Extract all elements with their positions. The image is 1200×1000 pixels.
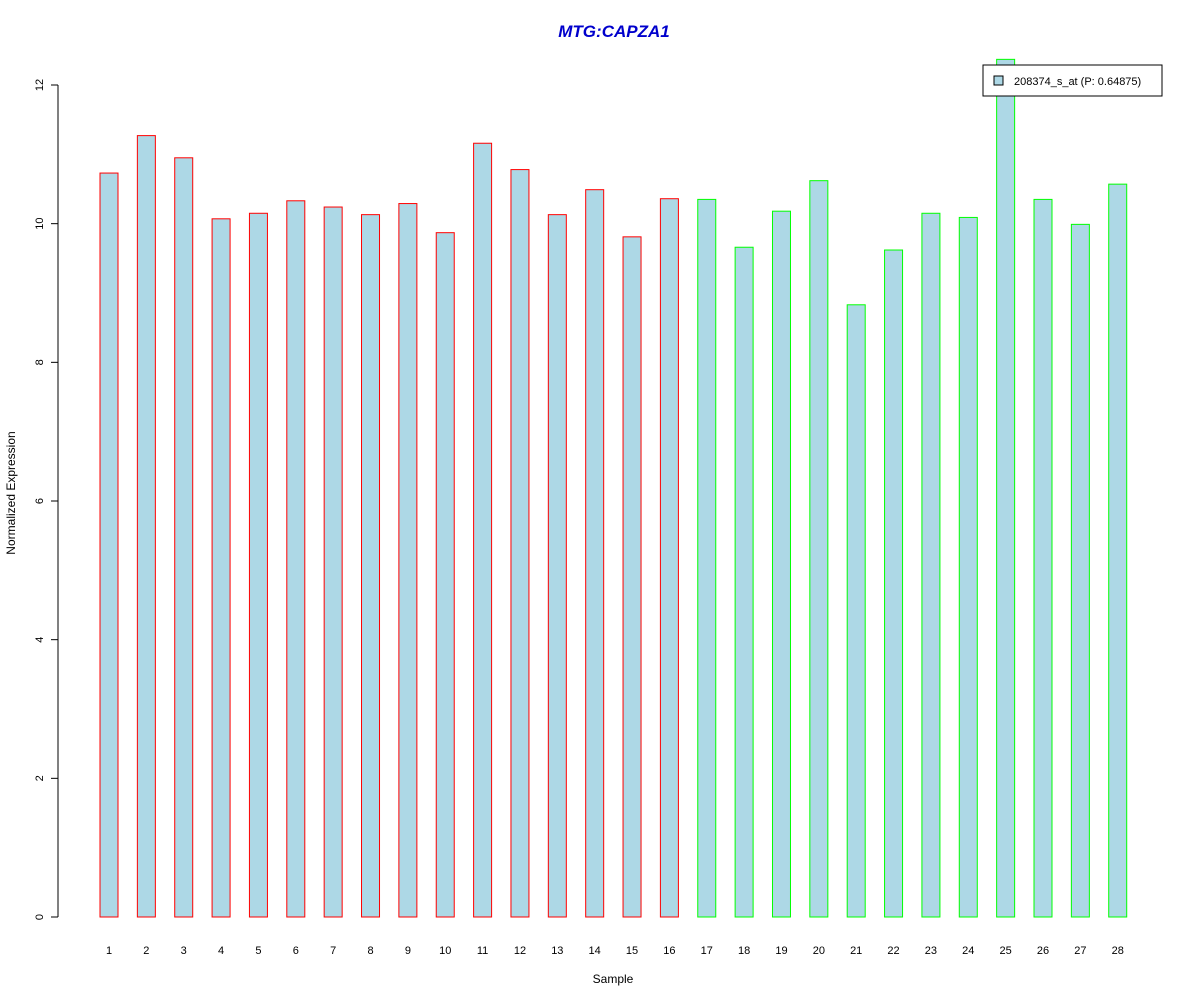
x-tick-label-21: 21 (850, 945, 862, 957)
bar-10 (435, 232, 455, 918)
bar-19 (771, 210, 791, 918)
bar-20 (809, 180, 829, 918)
bar-14 (585, 189, 605, 918)
x-tick-label-19: 19 (775, 945, 787, 957)
bar-16 (659, 198, 679, 918)
x-tick-label-6: 6 (293, 945, 299, 957)
bar-23 (921, 212, 941, 918)
bar-3 (174, 157, 194, 918)
bar-5 (248, 212, 268, 918)
bar-13 (547, 214, 567, 918)
x-axis-label: Sample (593, 972, 634, 986)
x-tick-label-7: 7 (330, 945, 336, 957)
y-tick-label-10: 10 (34, 218, 46, 230)
y-tick-label-4: 4 (34, 637, 46, 643)
bar-2 (136, 135, 156, 918)
x-tick-label-22: 22 (887, 945, 899, 957)
bar-25 (996, 58, 1016, 918)
bar-9 (398, 203, 418, 918)
x-tick-label-14: 14 (589, 945, 601, 957)
x-tick-label-1: 1 (106, 945, 112, 957)
x-tick-label-16: 16 (663, 945, 675, 957)
bar-22 (884, 249, 904, 918)
y-tick-label-0: 0 (34, 914, 46, 920)
bar-7 (323, 206, 343, 918)
bar-12 (510, 169, 530, 918)
x-tick-label-5: 5 (255, 945, 261, 957)
y-tick-label-12: 12 (34, 79, 46, 91)
x-tick-label-26: 26 (1037, 945, 1049, 957)
legend-swatch (993, 75, 1004, 86)
x-tick-label-3: 3 (181, 945, 187, 957)
x-tick-label-4: 4 (218, 945, 224, 957)
x-tick-label-20: 20 (813, 945, 825, 957)
y-axis-label: Normalized Expression (4, 431, 18, 554)
bar-11 (473, 142, 493, 918)
bar-21 (846, 304, 866, 918)
x-tick-label-10: 10 (439, 945, 451, 957)
bar-4 (211, 218, 231, 918)
x-tick-label-9: 9 (405, 945, 411, 957)
y-axis: 0 2 4 6 8 10 12 (34, 79, 59, 920)
y-tick-label-8: 8 (34, 359, 46, 365)
bar-24 (958, 216, 978, 918)
bars (99, 58, 1128, 918)
legend-label: 208374_s_at (P: 0.64875) (1014, 76, 1141, 88)
bar-27 (1070, 223, 1090, 918)
y-tick-label-6: 6 (34, 498, 46, 504)
x-tick-label-2: 2 (143, 945, 149, 957)
x-tick-label-13: 13 (551, 945, 563, 957)
x-tick-label-17: 17 (701, 945, 713, 957)
bar-17 (697, 198, 717, 918)
chart-title: MTG:CAPZA1 (558, 22, 669, 41)
legend-box (982, 64, 1163, 97)
x-tick-label-11: 11 (477, 945, 488, 957)
x-tick-label-12: 12 (514, 945, 526, 957)
bar-6 (286, 200, 306, 918)
x-axis-ticks: 1 2 3 4 5 6 7 8 9 10 11 12 13 14 15 16 17 18 19 20 21 22 23 24 2… (106, 945, 1124, 957)
x-tick-label-25: 25 (1000, 945, 1012, 957)
legend: 208374_s_at (P: 0.64875) (982, 64, 1163, 97)
bar-8 (361, 214, 381, 918)
x-tick-label-28: 28 (1112, 945, 1124, 957)
bar-28 (1108, 183, 1128, 918)
bar-26 (1033, 198, 1053, 918)
bar-15 (622, 236, 642, 918)
x-tick-label-15: 15 (626, 945, 638, 957)
bar-1 (99, 172, 119, 918)
x-tick-label-27: 27 (1074, 945, 1086, 957)
x-tick-label-18: 18 (738, 945, 750, 957)
x-tick-label-8: 8 (367, 945, 373, 957)
y-tick-label-2: 2 (34, 775, 46, 781)
bar-18 (734, 246, 754, 918)
x-tick-label-23: 23 (925, 945, 937, 957)
x-tick-label-24: 24 (962, 945, 974, 957)
